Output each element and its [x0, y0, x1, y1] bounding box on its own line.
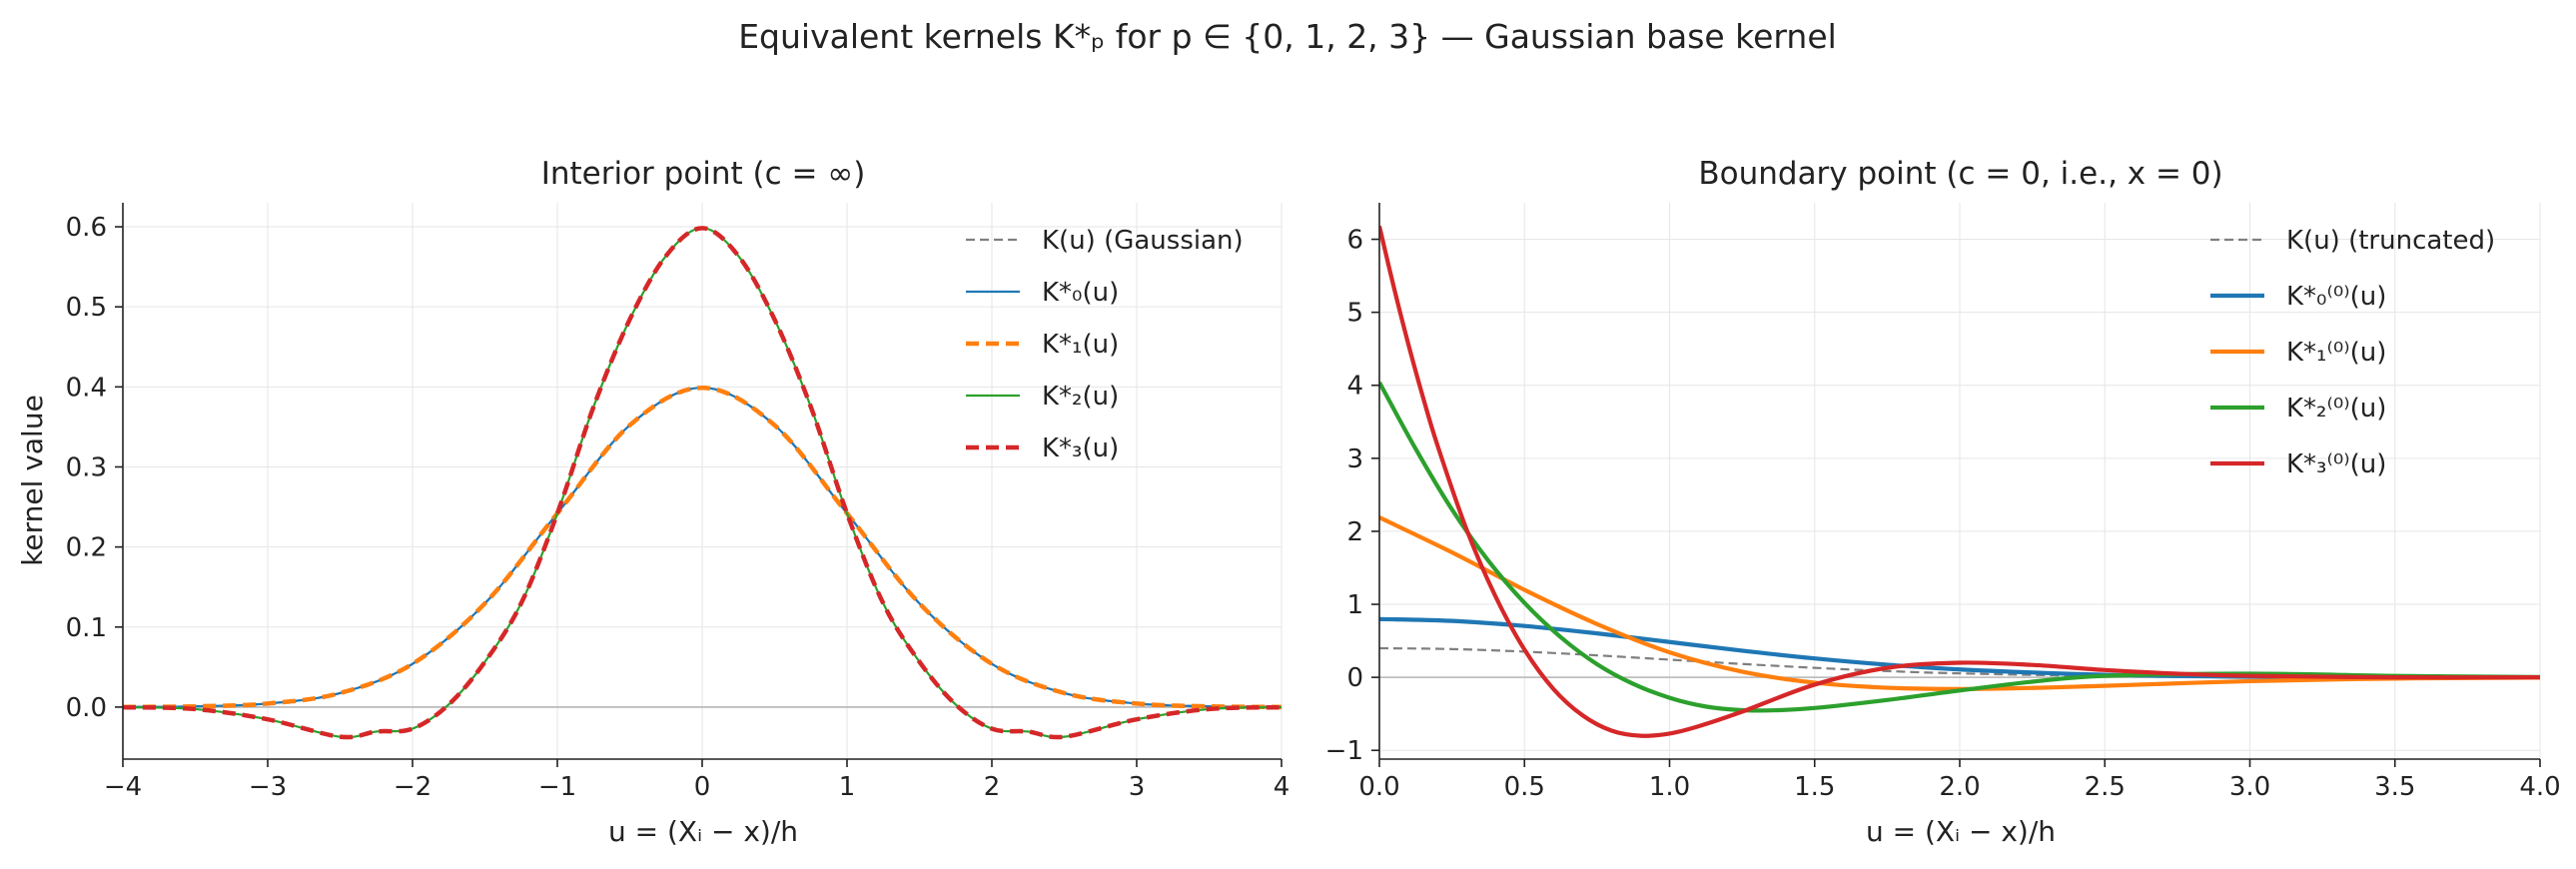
x-tick-label: 0 [694, 772, 711, 802]
legend-label: K*₂(u) [1042, 382, 1119, 412]
x-axis-label: u = (Xᵢ − x)/h [608, 815, 798, 848]
panel-title: Boundary point (c = 0, i.e., x = 0) [1698, 156, 2222, 192]
x-tick-label: 0.5 [1504, 772, 1545, 802]
series-line-4 [1379, 225, 2540, 738]
interior-panel: Interior point (c = ∞) u = (Xᵢ − x)/h ke… [16, 156, 1289, 848]
x-axis-label: u = (Xᵢ − x)/h [1866, 815, 2056, 848]
legend-label: K*₁(u) [1042, 330, 1119, 360]
y-tick-label: 0.0 [66, 693, 107, 723]
x-tick-label: 1.5 [1794, 772, 1835, 802]
legend-label: K*₀⁽⁰⁾(u) [2286, 282, 2386, 312]
x-tick-label: 1.0 [1649, 772, 1690, 802]
legend-label: K*₃(u) [1042, 434, 1119, 463]
x-tick-label: 2.0 [1939, 772, 1980, 802]
y-tick-label: 0.5 [66, 293, 107, 323]
y-tick-label: 0.4 [66, 373, 107, 403]
boundary-panel: Boundary point (c = 0, i.e., x = 0) u = … [1325, 156, 2561, 848]
x-tick-label: −4 [104, 772, 142, 802]
x-tick-label: 3.0 [2229, 772, 2270, 802]
legend-label: K(u) (truncated) [2286, 226, 2495, 256]
figure-title: Equivalent kernels K*ₚ for p ∈ {0, 1, 2,… [738, 17, 1837, 56]
panel-title: Interior point (c = ∞) [541, 156, 866, 192]
x-tick-label: 3.5 [2374, 772, 2415, 802]
y-tick-label: 4 [1346, 372, 1363, 402]
legend-label: K*₁⁽⁰⁾(u) [2286, 338, 2386, 368]
series-line-2 [1379, 515, 2540, 691]
x-tick-label: −1 [538, 772, 576, 802]
legend-label: K*₀(u) [1042, 278, 1119, 308]
x-tick-label: 4.0 [2519, 772, 2560, 802]
y-tick-label: 1 [1346, 590, 1363, 620]
x-tick-label: −3 [249, 772, 287, 802]
x-tick-label: 2.5 [2085, 772, 2126, 802]
series-line-4 [123, 226, 1282, 740]
x-tick-label: 0.0 [1358, 772, 1399, 802]
y-tick-label: 0.2 [66, 533, 107, 563]
x-tick-label: 4 [1274, 772, 1290, 802]
y-tick-label: 2 [1346, 517, 1363, 547]
legend-label: K(u) (Gaussian) [1042, 226, 1244, 256]
y-tick-label: −1 [1325, 736, 1363, 766]
legend-label: K*₃⁽⁰⁾(u) [2286, 449, 2386, 479]
y-tick-label: 0.6 [66, 213, 107, 243]
x-tick-label: −2 [394, 772, 431, 802]
y-tick-label: 0.3 [66, 452, 107, 482]
x-tick-label: 2 [984, 772, 1001, 802]
y-tick-label: 5 [1346, 299, 1363, 329]
series-line-2 [123, 385, 1282, 710]
x-tick-label: 3 [1129, 772, 1146, 802]
y-tick-label: 3 [1346, 444, 1363, 474]
y-tick-label: 6 [1346, 226, 1363, 256]
legend-label: K*₂⁽⁰⁾(u) [2286, 394, 2386, 424]
y-tick-label: 0.1 [66, 613, 107, 643]
y-tick-label: 0 [1346, 663, 1363, 693]
y-axis-label: kernel value [16, 395, 49, 566]
x-tick-label: 1 [839, 772, 856, 802]
